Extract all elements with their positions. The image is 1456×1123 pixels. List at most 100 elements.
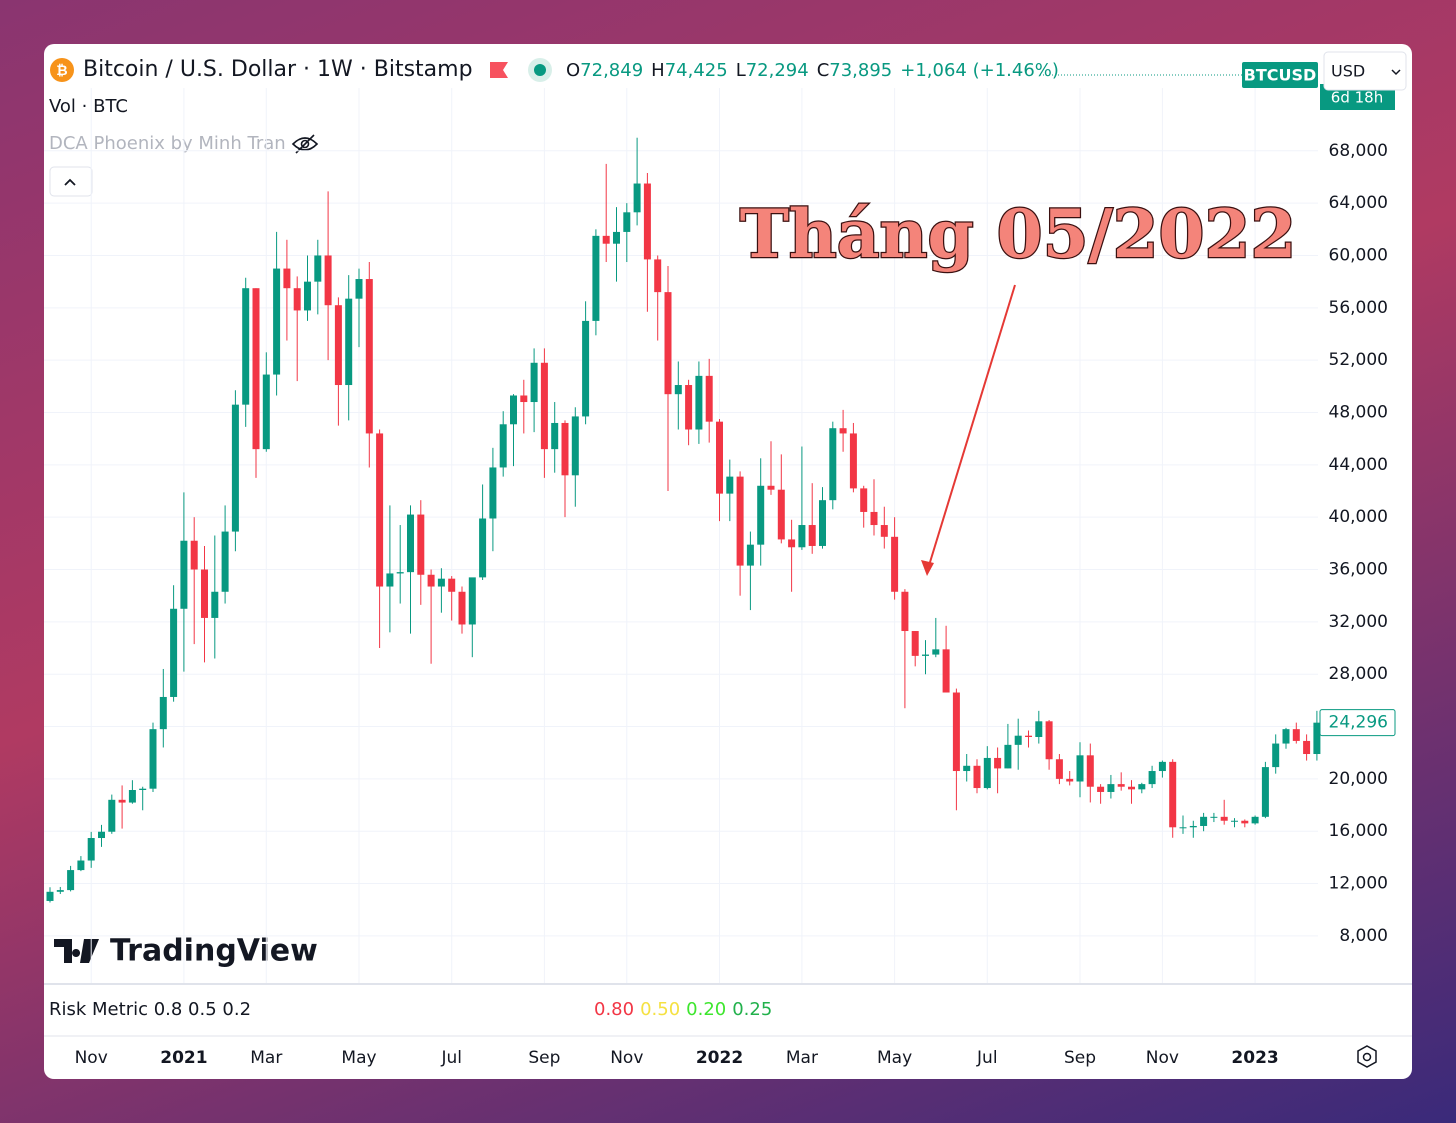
y-tick-label: 12,000 — [1329, 874, 1388, 894]
candle-body — [190, 540, 198, 570]
ohlc: O72,849 H74,425 L72,294 C73,895 +1,064 (+1.4… — [566, 60, 1059, 81]
candle-body — [1066, 778, 1074, 782]
countdown: 6d 18h — [1331, 89, 1383, 107]
o-value: 72,849 — [580, 60, 643, 81]
candle-body — [396, 572, 404, 574]
candle-body — [1086, 755, 1094, 787]
candle-body — [252, 288, 260, 450]
settings-icon[interactable] — [1357, 1045, 1377, 1068]
candle-body — [1179, 827, 1187, 829]
logo-mark — [54, 939, 99, 963]
h-value: 74,425 — [665, 60, 728, 81]
x-tick-label: 2023 — [1231, 1048, 1278, 1068]
c-value: 73,895 — [829, 60, 892, 81]
candle-body — [201, 569, 208, 618]
candle-body — [530, 362, 538, 403]
x-tick-label: 2021 — [160, 1048, 207, 1068]
flag-icon[interactable] — [490, 62, 508, 78]
x-tick-label: Sep — [1064, 1048, 1096, 1068]
candle-body — [674, 385, 682, 395]
candle-body — [118, 799, 126, 803]
candle-body — [293, 288, 301, 311]
candle-body — [159, 696, 167, 730]
candle-body — [808, 525, 816, 546]
candle-body — [510, 395, 517, 425]
candle-body — [736, 476, 744, 566]
candle-body — [1158, 761, 1166, 772]
x-tick-label: Sep — [528, 1048, 560, 1068]
panel — [44, 44, 1412, 1079]
candle-body — [582, 320, 590, 417]
currency[interactable]: USD — [1331, 62, 1365, 81]
candle-body — [664, 292, 672, 395]
symbol-title[interactable]: Bitcoin / U.S. Dollar · 1W · Bitstamp — [83, 57, 473, 82]
logo-text: TradingView — [110, 934, 318, 969]
candle-body — [1303, 740, 1311, 755]
candle-body — [479, 518, 487, 578]
risk-title: Risk Metric 0.8 0.5 0.2 — [49, 999, 251, 1020]
x-tick-label: Nov — [610, 1048, 643, 1068]
annotation: Tháng 05/2022 — [740, 195, 1297, 273]
x-tick-label: Jul — [976, 1048, 998, 1068]
y-tick-label: 64,000 — [1329, 193, 1388, 213]
arrow-head — [921, 560, 934, 576]
candle-body — [819, 500, 826, 546]
y-tick-label: 52,000 — [1329, 350, 1388, 370]
candle-body — [139, 788, 147, 790]
volume-legend: Vol · BTC — [49, 96, 128, 117]
hidden-eye-icon[interactable] — [291, 134, 319, 154]
candle-body — [231, 404, 239, 532]
y-tick-label: 40,000 — [1329, 507, 1388, 527]
candle-body — [540, 362, 548, 450]
candle-body — [417, 514, 425, 575]
ticker-box — [1242, 62, 1318, 88]
candle-body — [520, 395, 528, 403]
candle-body — [643, 183, 651, 260]
candle-body — [262, 374, 270, 450]
status-dot — [534, 64, 546, 76]
candle-body — [922, 654, 929, 656]
candle-body — [324, 255, 332, 306]
candle-body — [1282, 729, 1290, 744]
candle-body — [716, 421, 723, 494]
candle-body — [891, 536, 899, 592]
candle-body — [108, 799, 116, 832]
candle-body — [1292, 729, 1300, 741]
candle-body — [355, 279, 363, 299]
h-label: H — [651, 60, 665, 81]
candle-body — [1200, 816, 1208, 826]
candle-body — [427, 574, 435, 587]
candle-body — [365, 279, 373, 434]
candle-body — [1169, 761, 1177, 828]
risk-value: 0.20 — [686, 999, 726, 1020]
candle-body — [468, 577, 476, 625]
change: +1,064 (+1.46%) — [900, 60, 1059, 81]
symbol-icon — [50, 58, 74, 82]
y-tick-label: 32,000 — [1329, 612, 1388, 632]
candle-body — [1025, 735, 1032, 738]
candle-body — [633, 183, 641, 213]
candle-body — [458, 591, 466, 625]
candle-body — [870, 511, 878, 526]
candle-body — [1220, 816, 1228, 821]
x-tick-label: Mar — [786, 1048, 818, 1068]
candle-body — [798, 525, 806, 548]
candle-body — [901, 591, 909, 632]
candle-body — [334, 305, 342, 386]
candle-body — [221, 531, 229, 592]
candle-body — [283, 268, 291, 289]
currency-select[interactable] — [1323, 51, 1407, 91]
candle-body — [654, 259, 662, 293]
candle-body — [499, 424, 507, 468]
risk-value: 0.80 — [594, 999, 634, 1020]
x-tick-label: 2022 — [696, 1048, 743, 1068]
indicator-legend: DCA Phoenix by Minh Tran — [49, 133, 286, 154]
c-label: C — [817, 60, 830, 81]
candle-body — [273, 268, 281, 375]
candle-body — [56, 890, 64, 892]
candle-body — [911, 631, 919, 656]
candle-body — [1148, 771, 1156, 785]
dropdown-arrow — [1391, 69, 1401, 76]
x-tick-label: May — [877, 1048, 912, 1068]
